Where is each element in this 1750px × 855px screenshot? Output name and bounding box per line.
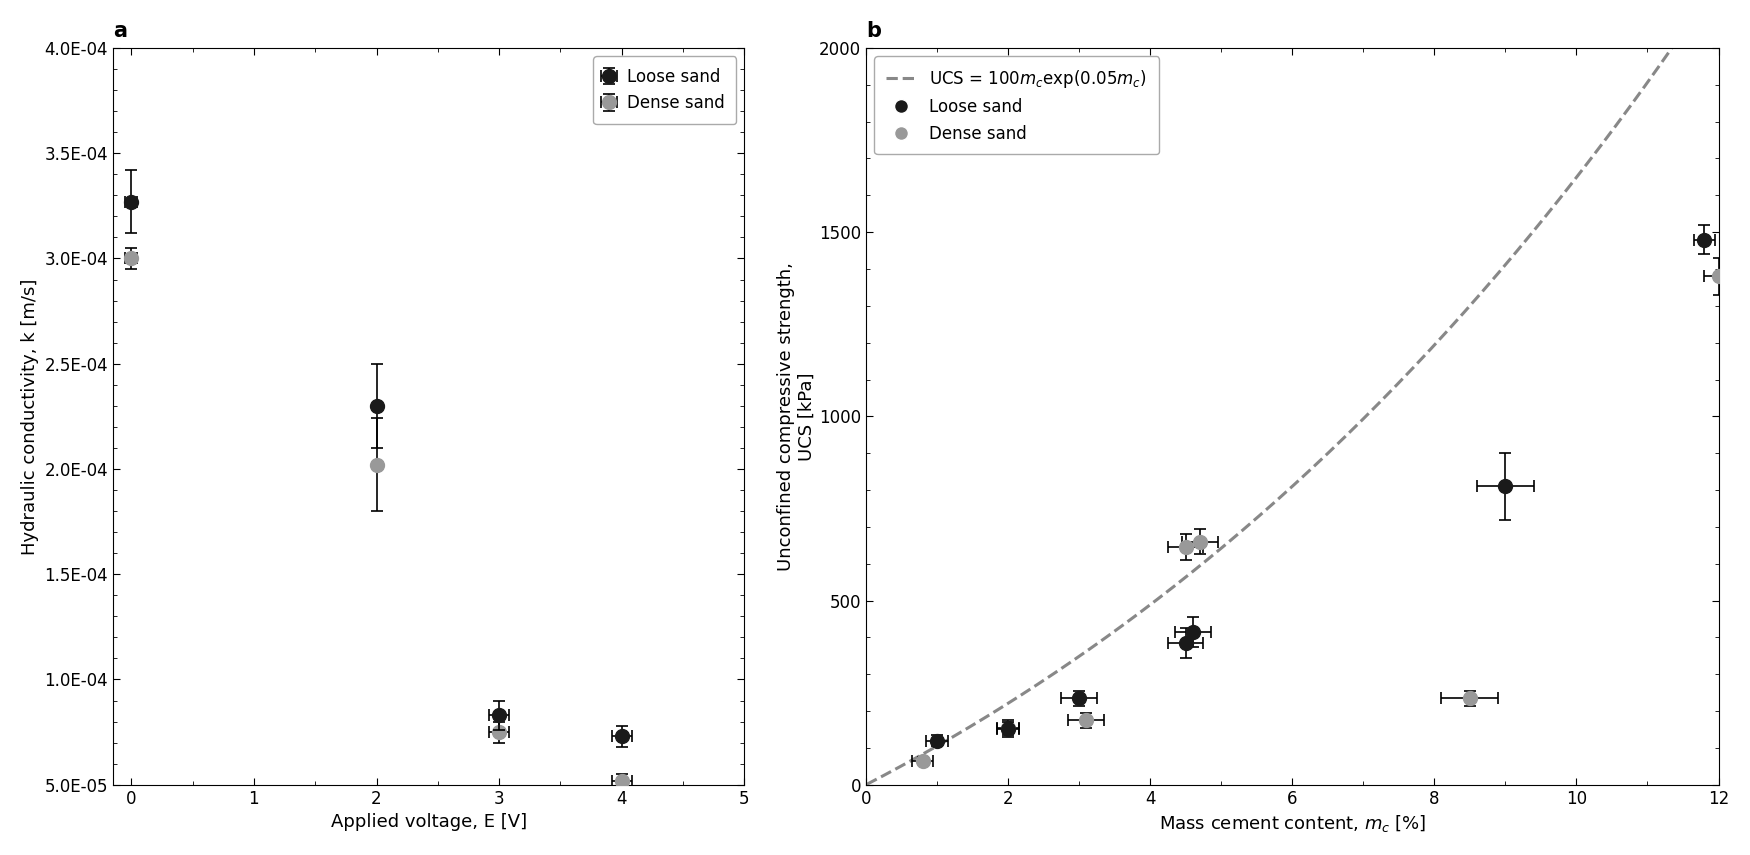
Legend: UCS = 100$m_c$exp(0.05$m_c$), Loose sand, Dense sand: UCS = 100$m_c$exp(0.05$m_c$), Loose sand… (875, 56, 1158, 154)
Text: b: b (866, 21, 880, 41)
Text: a: a (112, 21, 126, 41)
Y-axis label: Unconfined compressive strength,
UCS [kPa]: Unconfined compressive strength, UCS [kP… (777, 262, 816, 571)
Legend: Loose sand, Dense sand: Loose sand, Dense sand (593, 56, 737, 124)
X-axis label: Mass cement content, $m_c$ [%]: Mass cement content, $m_c$ [%] (1158, 813, 1426, 834)
X-axis label: Applied voltage, E [V]: Applied voltage, E [V] (331, 813, 527, 831)
Y-axis label: Hydraulic conductivity, k [m/s]: Hydraulic conductivity, k [m/s] (21, 278, 38, 555)
